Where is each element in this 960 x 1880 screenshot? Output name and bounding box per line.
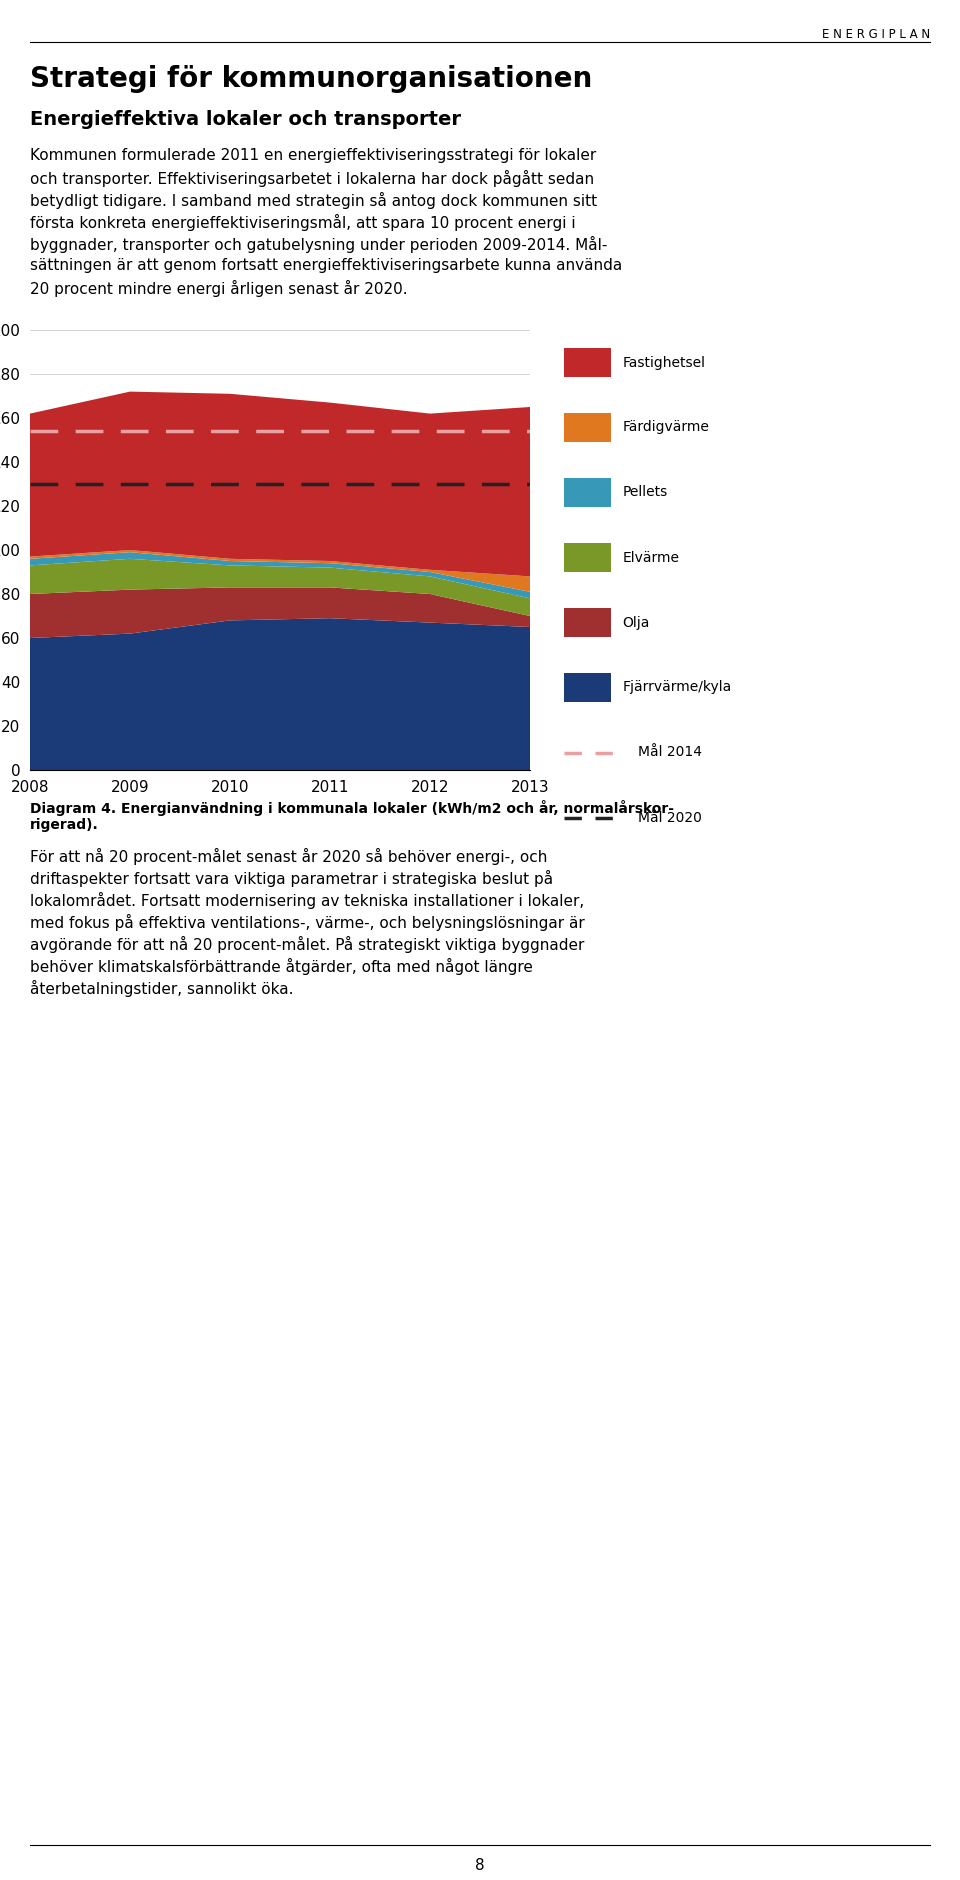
Text: Olja: Olja bbox=[622, 615, 650, 630]
Text: driftaspekter fortsatt vara viktiga parametrar i strategiska beslut på: driftaspekter fortsatt vara viktiga para… bbox=[30, 870, 553, 887]
Text: E N E R G I P L A N: E N E R G I P L A N bbox=[822, 28, 930, 41]
Text: 20 procent mindre energi årligen senast år 2020.: 20 procent mindre energi årligen senast … bbox=[30, 280, 408, 297]
Text: med fokus på effektiva ventilations-, värme-, och belysningslösningar är: med fokus på effektiva ventilations-, vä… bbox=[30, 914, 585, 931]
Text: Energieffektiva lokaler och transporter: Energieffektiva lokaler och transporter bbox=[30, 111, 461, 130]
Text: och transporter. Effektiviseringsarbetet i lokalerna har dock pågått sedan: och transporter. Effektiviseringsarbetet… bbox=[30, 169, 594, 186]
Text: första konkreta energieffektiviseringsmål, att spara 10 procent energi i: första konkreta energieffektiviseringsmå… bbox=[30, 214, 576, 231]
Text: Färdigvärme: Färdigvärme bbox=[622, 421, 709, 434]
Text: lokalområdet. Fortsatt modernisering av tekniska installationer i lokaler,: lokalområdet. Fortsatt modernisering av … bbox=[30, 891, 585, 910]
FancyBboxPatch shape bbox=[564, 543, 611, 572]
Text: byggnader, transporter och gatubelysning under perioden 2009-2014. Mål-: byggnader, transporter och gatubelysning… bbox=[30, 237, 608, 254]
Text: Strategi för kommunorganisationen: Strategi för kommunorganisationen bbox=[30, 66, 592, 92]
Text: Fastighetsel: Fastighetsel bbox=[622, 355, 706, 370]
Text: avgörande för att nå 20 procent-målet. På strategiskt viktiga byggnader: avgörande för att nå 20 procent-målet. P… bbox=[30, 936, 585, 953]
Text: Diagram 4. Energianvändning i kommunala lokaler (kWh/m2 och år, normalårskor-: Diagram 4. Energianvändning i kommunala … bbox=[30, 801, 674, 816]
Text: betydligt tidigare. I samband med strategin så antog dock kommunen sitt: betydligt tidigare. I samband med strate… bbox=[30, 192, 597, 209]
Text: Pellets: Pellets bbox=[622, 485, 668, 500]
Text: Mål 2020: Mål 2020 bbox=[638, 810, 702, 825]
Text: återbetalningstider, sannolikt öka.: återbetalningstider, sannolikt öka. bbox=[30, 979, 294, 996]
Text: Elvärme: Elvärme bbox=[622, 551, 680, 564]
Text: För att nå 20 procent-målet senast år 2020 så behöver energi-, och: För att nå 20 procent-målet senast år 20… bbox=[30, 848, 547, 865]
FancyBboxPatch shape bbox=[564, 478, 611, 508]
FancyBboxPatch shape bbox=[564, 673, 611, 701]
FancyBboxPatch shape bbox=[564, 414, 611, 442]
FancyBboxPatch shape bbox=[564, 607, 611, 637]
FancyBboxPatch shape bbox=[564, 348, 611, 378]
Text: rigerad).: rigerad). bbox=[30, 818, 99, 833]
Text: Mål 2014: Mål 2014 bbox=[638, 746, 702, 760]
Text: Fjärrvärme/kyla: Fjärrvärme/kyla bbox=[622, 681, 732, 694]
Text: Kommunen formulerade 2011 en energieffektiviseringsstrategi för lokaler: Kommunen formulerade 2011 en energieffek… bbox=[30, 149, 596, 164]
Text: 8: 8 bbox=[475, 1857, 485, 1872]
Text: sättningen är att genom fortsatt energieffektiviseringsarbete kunna använda: sättningen är att genom fortsatt energie… bbox=[30, 258, 622, 273]
Text: behöver klimatskalsförbättrande åtgärder, ofta med något längre: behöver klimatskalsförbättrande åtgärder… bbox=[30, 959, 533, 976]
